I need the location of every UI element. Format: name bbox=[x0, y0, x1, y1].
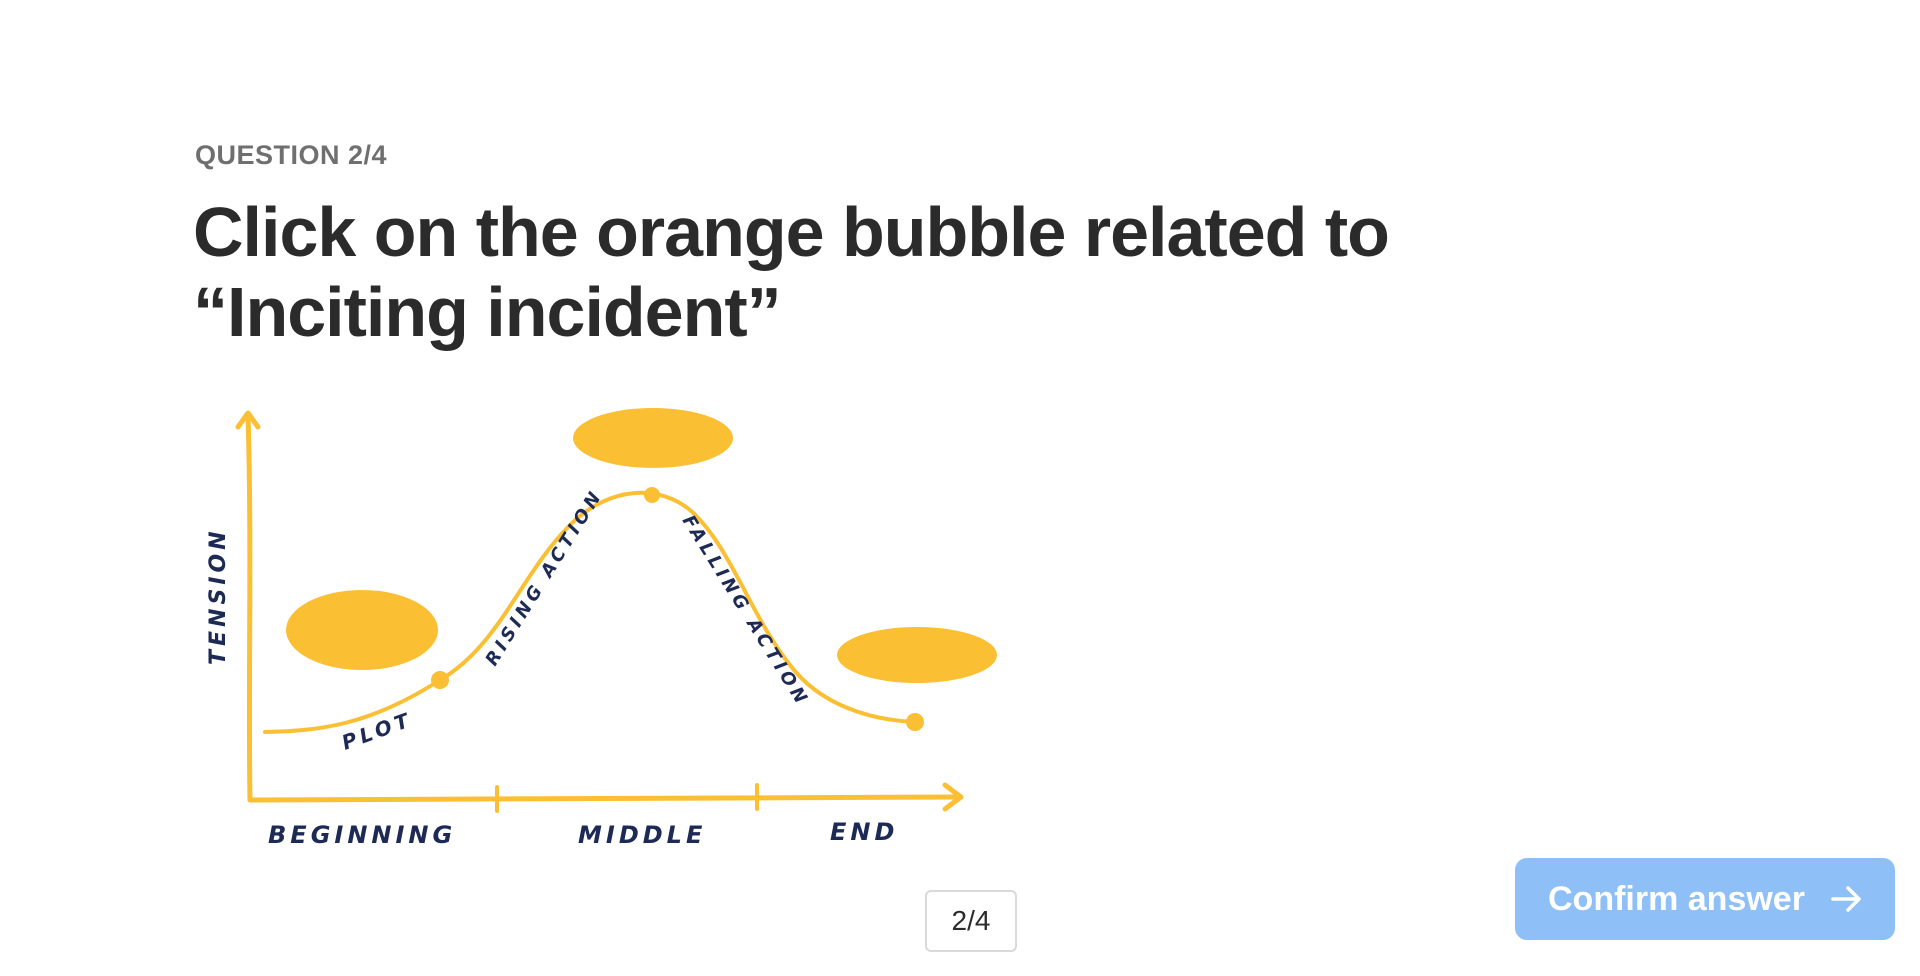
question-title: Click on the orange bubble related to “I… bbox=[193, 193, 1390, 351]
confirm-answer-button[interactable]: Confirm answer bbox=[1515, 858, 1895, 940]
plot-diagram-svg: TENSION PLOT RISING ACTION FALLING ACTIO… bbox=[206, 408, 997, 849]
answer-bubble-climax[interactable] bbox=[573, 408, 733, 468]
question-pager: 2/4 bbox=[925, 890, 1017, 952]
question-counter: QUESTION 2/4 bbox=[195, 140, 388, 170]
plot-curve bbox=[263, 490, 917, 734]
curve-label-falling-action: FALLING ACTION bbox=[678, 512, 813, 711]
x-axis-arrowhead bbox=[942, 782, 964, 812]
section-label-end: END bbox=[830, 818, 898, 846]
curve-point-climax bbox=[644, 487, 660, 503]
section-label-middle: MIDDLE bbox=[578, 821, 706, 849]
x-axis bbox=[247, 794, 963, 803]
curve-point-inciting bbox=[431, 671, 449, 689]
answer-bubble-end[interactable] bbox=[837, 627, 997, 683]
curve-point-resolution bbox=[906, 713, 924, 731]
arrow-right-icon bbox=[1831, 886, 1861, 912]
curve-label-rising-action: RISING ACTION bbox=[481, 485, 607, 669]
y-axis-arrowhead bbox=[235, 410, 261, 430]
y-axis bbox=[245, 412, 253, 803]
answer-bubble-beginning[interactable] bbox=[286, 590, 438, 670]
plot-diagram: TENSION PLOT RISING ACTION FALLING ACTIO… bbox=[190, 395, 1010, 855]
section-label-beginning: BEGINNING bbox=[268, 821, 456, 849]
confirm-answer-label: Confirm answer bbox=[1548, 879, 1805, 918]
y-axis-label: TENSION bbox=[206, 527, 231, 665]
